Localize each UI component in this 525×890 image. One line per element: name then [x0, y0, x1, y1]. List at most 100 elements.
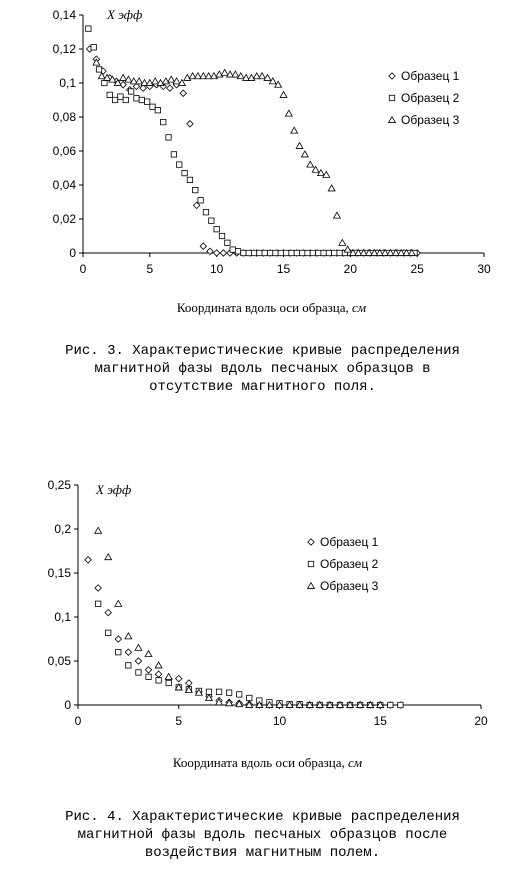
- data-point: [267, 249, 274, 257]
- data-point: [199, 242, 208, 250]
- data-point: [322, 170, 331, 178]
- data-point: [125, 662, 132, 669]
- data-point: [174, 674, 183, 683]
- data-point: [172, 77, 181, 85]
- data-point: [179, 89, 188, 97]
- data-point: [245, 700, 254, 708]
- x-tick-label: 30: [477, 262, 491, 276]
- data-point: [265, 700, 274, 708]
- data-point: [304, 249, 311, 257]
- y-tick-label: 0,2: [54, 522, 71, 536]
- legend-entry-1: Образец 1: [388, 69, 460, 83]
- data-point: [114, 635, 123, 643]
- data-point: [214, 698, 224, 706]
- data-point: [407, 248, 416, 256]
- data-point: [255, 700, 264, 708]
- legend-marker: [387, 115, 397, 123]
- data-point: [229, 246, 236, 253]
- y-tick-label: 0,1: [54, 610, 71, 624]
- data-point: [397, 248, 406, 256]
- figure-4-caption: Рис. 4. Характеристические кривые распре…: [65, 809, 460, 861]
- data-point: [119, 73, 128, 81]
- data-point: [84, 556, 92, 564]
- legend-entry-3: Образец 3: [306, 579, 379, 593]
- data-point: [206, 247, 214, 256]
- data-point: [225, 699, 234, 707]
- y-tick-label: 0: [69, 246, 76, 260]
- data-point: [174, 683, 183, 691]
- data-point: [250, 249, 258, 257]
- data-point: [154, 661, 163, 669]
- data-point: [166, 84, 174, 92]
- data-point: [151, 77, 160, 85]
- legend-entry-1: Образец 1: [307, 535, 379, 549]
- data-point: [402, 248, 411, 256]
- data-point: [274, 80, 283, 88]
- legend-label: Образец 3: [401, 113, 460, 127]
- data-point: [165, 134, 172, 141]
- data-point: [135, 669, 142, 676]
- data-point: [256, 249, 263, 257]
- data-point: [117, 93, 124, 100]
- data-point: [218, 232, 226, 240]
- x-tick-label: 20: [344, 262, 358, 276]
- data-point: [246, 694, 253, 702]
- data-point: [263, 73, 272, 81]
- y-tick-label: 0,06: [53, 144, 77, 158]
- legend-marker: [307, 538, 315, 546]
- data-point: [186, 176, 194, 183]
- data-point: [345, 700, 355, 708]
- data-point: [102, 73, 112, 81]
- data-point: [167, 75, 176, 83]
- x-tick-label: 0: [80, 262, 87, 276]
- y-tick-label: 0,08: [53, 110, 77, 124]
- legend-label: Образец 1: [401, 69, 460, 83]
- data-point: [354, 248, 363, 256]
- y-tick-label: 0,15: [48, 566, 72, 580]
- data-point: [145, 673, 152, 680]
- data-point: [220, 68, 229, 76]
- series-3: [94, 526, 385, 708]
- x-tick-label: 25: [410, 262, 424, 276]
- x-axis-label-unit: см: [352, 300, 366, 315]
- y-tick-label: 0,1: [59, 76, 76, 90]
- data-point: [205, 688, 213, 695]
- data-point: [138, 96, 145, 104]
- data-point: [94, 526, 103, 534]
- series-2: [85, 25, 418, 257]
- data-point: [204, 693, 214, 701]
- data-point: [364, 248, 374, 256]
- data-point: [311, 165, 320, 173]
- data-point: [124, 75, 133, 83]
- x-axis-label: Координата вдоль оси образца, см: [173, 755, 362, 770]
- data-point: [177, 78, 187, 86]
- legend-marker: [388, 72, 396, 80]
- data-point: [92, 58, 101, 66]
- x-tick-label: 5: [175, 714, 182, 728]
- legend-label: Образец 3: [320, 579, 379, 593]
- data-point: [359, 248, 368, 256]
- data-point: [119, 80, 127, 89]
- legend-marker: [306, 581, 316, 589]
- data-point: [208, 217, 215, 224]
- data-point: [133, 95, 140, 102]
- data-point: [184, 685, 193, 693]
- data-point: [129, 77, 138, 85]
- data-point: [134, 643, 143, 651]
- data-point: [113, 78, 122, 86]
- data-point: [376, 700, 385, 708]
- data-point: [225, 70, 235, 78]
- data-point: [108, 75, 117, 83]
- data-point: [356, 700, 365, 708]
- data-point: [335, 700, 345, 708]
- data-point: [300, 150, 309, 158]
- data-point: [226, 689, 233, 696]
- data-point: [285, 700, 294, 708]
- data-point: [315, 249, 322, 257]
- data-point: [104, 552, 113, 561]
- data-point: [275, 700, 284, 708]
- data-point: [380, 248, 390, 256]
- data-point: [154, 670, 163, 678]
- x-axis-label-text: Координата вдоль оси образца,: [177, 300, 352, 315]
- data-point: [375, 248, 384, 256]
